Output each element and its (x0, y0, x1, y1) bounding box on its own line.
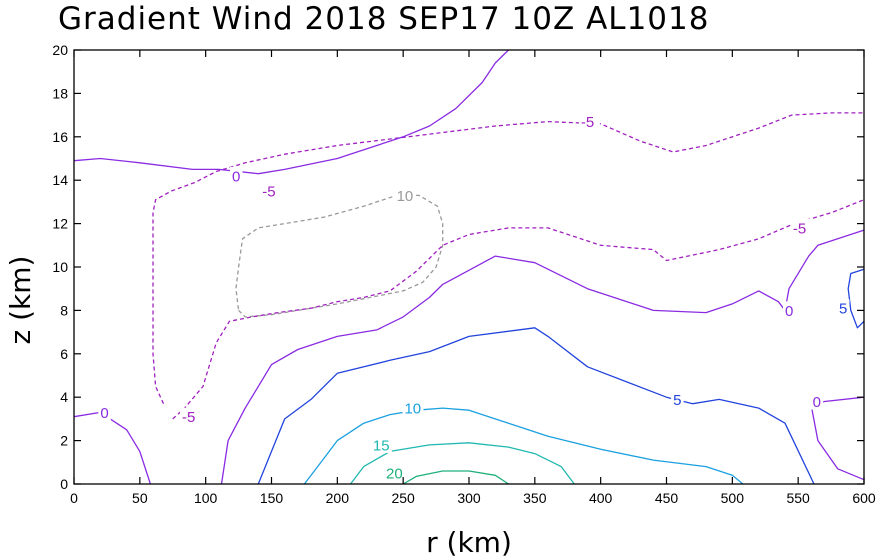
contour-label-mask (98, 403, 111, 421)
contour-label: -5 (581, 114, 594, 131)
contour-label: 0 (100, 405, 108, 422)
chart-title: Gradient Wind 2018 SEP17 10Z AL1018 (58, 1, 709, 37)
x-tick-label: 50 (132, 490, 148, 506)
y-tick-label: 16 (52, 129, 68, 145)
contour-label: 10 (397, 188, 414, 205)
contour-label: 20 (386, 466, 403, 483)
contour-line (220, 255, 786, 485)
contour-label: -5 (793, 220, 806, 237)
contour-label-mask (230, 166, 243, 184)
x-tick-label: 100 (194, 490, 218, 506)
x-tick-label: 400 (589, 490, 613, 506)
plot-frame (73, 49, 865, 485)
y-tick-label: 0 (60, 476, 68, 492)
y-axis-label: z (km) (4, 256, 37, 345)
contour-label: 5 (673, 392, 681, 409)
x-tick-label: 0 (70, 490, 78, 506)
contour-label-layer: 10 -5 -5 -5 -5 0 0 0 0 5 5 10 15 20 (98, 112, 850, 483)
x-axis-label: r (km) (426, 526, 512, 559)
contour-layer (73, 49, 865, 485)
y-tick-label: 2 (60, 433, 68, 449)
y-tick-label: 20 (52, 42, 68, 58)
contour-label-mask (578, 112, 600, 130)
y-tick-label: 6 (60, 346, 68, 362)
contour-line (172, 199, 865, 420)
contour-label-mask (260, 182, 282, 200)
y-tick-label: 18 (52, 85, 68, 101)
contour-label-mask (836, 299, 850, 317)
y-tick-label: 10 (52, 259, 68, 275)
contour-line (235, 194, 444, 318)
contour-label-mask (402, 399, 424, 417)
x-tick-label: 300 (457, 490, 481, 506)
contour-label-mask (370, 435, 392, 453)
contour-label-mask (783, 301, 796, 319)
y-tick-label: 8 (60, 302, 68, 318)
contour-label-mask (394, 186, 416, 204)
contour-line (73, 411, 152, 485)
contour-line (73, 49, 509, 175)
x-tick-label: 250 (391, 490, 415, 506)
contour-label-mask (384, 464, 406, 482)
contour-line (402, 470, 509, 485)
x-tick-label: 600 (852, 490, 876, 506)
axis-ticks: 0 50 100 150 200 250 300 350 400 450 500 550 6000246… (52, 42, 875, 506)
contour-label: -5 (262, 184, 275, 201)
y-tick-label: 12 (52, 216, 68, 232)
contour-line (152, 112, 864, 404)
contour-line (784, 229, 865, 311)
contour-label: 0 (813, 394, 821, 411)
x-tick-label: 450 (655, 490, 679, 506)
x-tick-label: 150 (260, 490, 284, 506)
x-tick-label: 350 (523, 490, 547, 506)
contour-label: 10 (404, 401, 421, 418)
y-tick-label: 14 (52, 172, 68, 188)
contour-line (847, 268, 865, 329)
x-tick-label: 200 (326, 490, 350, 506)
contour-label: -5 (182, 409, 195, 426)
contour-line (349, 442, 575, 485)
y-tick-label: 4 (60, 389, 68, 405)
contour-label: 0 (232, 168, 240, 185)
x-tick-label: 550 (786, 490, 810, 506)
contour-label: 0 (785, 303, 793, 320)
contour-label-mask (179, 407, 201, 425)
contour-label: 15 (373, 437, 390, 454)
contour-label-mask (810, 392, 824, 410)
contour-line (810, 396, 865, 481)
contour-label-mask (671, 390, 684, 408)
contour-line (303, 407, 744, 485)
contour-line (257, 327, 815, 485)
contour-label: 5 (839, 301, 847, 318)
contour-label-mask (790, 218, 812, 236)
x-tick-label: 500 (721, 490, 745, 506)
